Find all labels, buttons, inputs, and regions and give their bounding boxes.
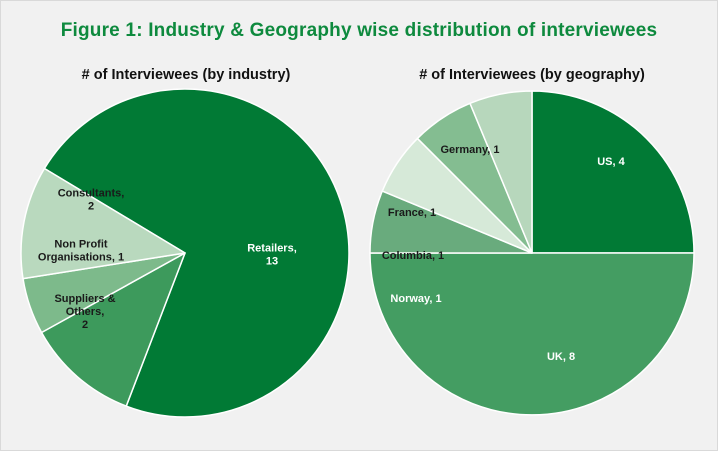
slice-label: Suppliers & Others, 2	[54, 293, 115, 331]
slice-label: UK, 8	[547, 351, 575, 363]
slice-label-line: 2	[82, 319, 88, 331]
figure-title: Figure 1: Industry & Geography wise dist…	[60, 20, 658, 41]
slice-label: US, 4	[597, 156, 625, 168]
slice-label-line: Retailers,	[247, 243, 297, 255]
slice-label: Norway, 1	[390, 293, 441, 305]
chart-title-geography: # of Interviewees (by geography)	[419, 67, 645, 83]
chart-title-industry: # of Interviewees (by industry)	[81, 67, 291, 83]
pie-slice	[40, 252, 186, 407]
slice-label-line: 13	[266, 256, 278, 268]
slice-label-line: Columbia, 1	[382, 250, 444, 262]
pie-slice	[531, 90, 695, 254]
slice-label-line: France, 1	[388, 207, 436, 219]
pie-slice	[20, 167, 186, 280]
slice-label-line: Consultants,	[58, 188, 125, 200]
pie-slice	[469, 90, 533, 254]
slice-label-line: 2	[88, 201, 94, 213]
slice-label: Non Profit Organisations, 1	[38, 239, 124, 264]
slice-label-line: Others,	[66, 306, 105, 318]
slice-label: Retailers, 13	[247, 243, 297, 268]
slice-label-line: Suppliers &	[54, 293, 115, 305]
slice-label-line: Non Profit	[54, 239, 107, 251]
slice-label: Columbia, 1	[382, 250, 444, 262]
slice-label: Germany, 1	[440, 144, 499, 156]
slice-label-line: Norway, 1	[390, 293, 441, 305]
slice-label-line: UK, 8	[547, 351, 575, 363]
slice-label: France, 1	[388, 207, 436, 219]
pie-slice	[369, 252, 695, 416]
slice-label-line: US, 4	[597, 156, 625, 168]
slice-label: Consultants, 2	[58, 188, 125, 213]
pie-slice	[43, 88, 350, 418]
slice-label-line: Organisations, 1	[38, 252, 124, 264]
slice-label-line: Germany, 1	[440, 144, 499, 156]
pie-geography: US, 4 UK, 8 Norway, 1 Columbia, 1 France, 1 G…	[369, 90, 695, 416]
